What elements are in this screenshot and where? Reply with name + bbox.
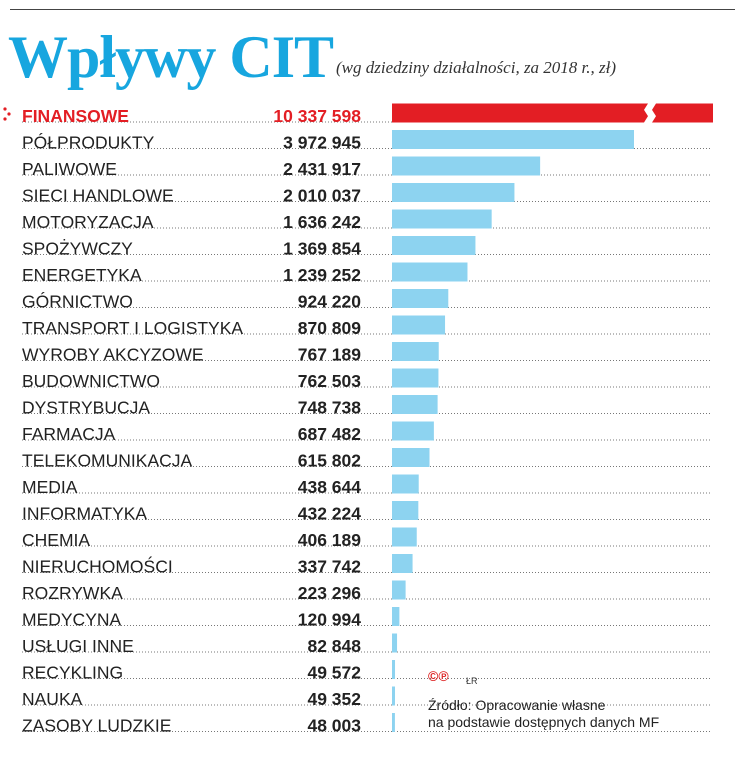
value-label: 49 352 bbox=[307, 689, 361, 709]
bar bbox=[392, 315, 446, 335]
category-label: MEDIA bbox=[22, 477, 78, 497]
bar bbox=[392, 580, 406, 600]
value-label: 767 189 bbox=[298, 345, 362, 365]
category-label: USŁUGI INNE bbox=[22, 636, 134, 656]
value-label: 337 742 bbox=[298, 557, 362, 577]
category-label: ROZRYWKA bbox=[22, 583, 123, 603]
bar bbox=[392, 501, 419, 520]
category-label: WYROBY AKCYZOWE bbox=[22, 345, 204, 365]
bar bbox=[392, 527, 417, 547]
value-label: 49 572 bbox=[307, 663, 361, 683]
bar bbox=[392, 421, 434, 441]
value-label: 2 431 917 bbox=[283, 159, 361, 179]
category-label: TRANSPORT I LOGISTYKA bbox=[22, 318, 243, 338]
bar bbox=[392, 686, 396, 706]
category-label: MEDYCYNA bbox=[22, 610, 122, 630]
bar bbox=[392, 368, 439, 388]
bar bbox=[392, 183, 515, 202]
source-line-1: Źródło: Opracowanie własne bbox=[428, 697, 606, 713]
highlight-marker-dot bbox=[3, 117, 7, 121]
value-label: 748 738 bbox=[298, 398, 362, 418]
category-label: RECYKLING bbox=[22, 663, 123, 683]
bar bbox=[392, 474, 419, 494]
category-label: DYSTRYBUCJA bbox=[22, 398, 150, 418]
category-label: ZASOBY LUDZKIE bbox=[22, 716, 171, 736]
category-label: TELEKOMUNIKACJA bbox=[22, 451, 192, 471]
bar bbox=[392, 103, 713, 123]
value-label: 1 636 242 bbox=[283, 212, 361, 232]
value-label: 48 003 bbox=[307, 716, 361, 736]
category-label: BUDOWNICTWO bbox=[22, 371, 160, 391]
bar bbox=[392, 395, 438, 414]
category-label: NAUKA bbox=[22, 689, 83, 709]
chart-subtitle: (wg dziedziny działalności, za 2018 r., … bbox=[336, 58, 617, 77]
bar bbox=[392, 156, 541, 176]
value-label: 82 848 bbox=[307, 636, 361, 656]
highlight-marker-dot bbox=[3, 107, 7, 111]
category-label: CHEMIA bbox=[22, 530, 90, 550]
bar bbox=[392, 289, 449, 308]
highlight-marker-dot bbox=[7, 112, 11, 116]
category-label: FARMACJA bbox=[22, 424, 116, 444]
value-label: 2 010 037 bbox=[283, 186, 361, 206]
copyright-mark: ©℗ bbox=[428, 668, 449, 684]
category-label: MOTORYZACJA bbox=[22, 212, 154, 232]
bar bbox=[392, 554, 413, 573]
value-label: 223 296 bbox=[298, 583, 362, 603]
source-line-2: na podstawie dostępnych danych MF bbox=[428, 714, 660, 730]
value-label: 3 972 945 bbox=[283, 133, 361, 153]
bar bbox=[392, 130, 634, 149]
category-label: GÓRNICTWO bbox=[22, 291, 133, 312]
bar bbox=[392, 633, 398, 653]
value-label: 406 189 bbox=[298, 530, 362, 550]
value-label: 1 239 252 bbox=[283, 265, 361, 285]
bar bbox=[392, 209, 492, 229]
bar bbox=[392, 262, 468, 282]
bar bbox=[392, 342, 439, 361]
bar bbox=[392, 236, 476, 255]
category-label: PÓŁPRODUKTY bbox=[22, 132, 155, 153]
bar bbox=[392, 448, 430, 467]
source-note: Źródło: Opracowanie własne na podstawie … bbox=[428, 697, 659, 731]
category-label: FINANSOWE bbox=[22, 106, 129, 126]
value-label: 1 369 854 bbox=[283, 239, 361, 259]
value-label: 762 503 bbox=[298, 371, 362, 391]
chart-title: Wpływy CIT bbox=[8, 24, 334, 90]
category-label: PALIWOWE bbox=[22, 159, 117, 179]
axis-break bbox=[644, 103, 656, 123]
value-label: 10 337 598 bbox=[273, 106, 361, 126]
category-label: NIERUCHOMOŚCI bbox=[22, 556, 173, 577]
value-label: 120 994 bbox=[298, 610, 362, 630]
value-label: 438 644 bbox=[298, 477, 362, 497]
top-rule bbox=[10, 9, 735, 10]
category-label: INFORMATYKA bbox=[22, 504, 147, 524]
bar bbox=[392, 607, 400, 626]
category-label: SIECI HANDLOWE bbox=[22, 186, 174, 206]
category-label: SPOŻYWCZY bbox=[22, 239, 133, 259]
value-label: 924 220 bbox=[298, 292, 362, 312]
value-label: 687 482 bbox=[298, 424, 362, 444]
value-label: 870 809 bbox=[298, 318, 362, 338]
value-label: 432 224 bbox=[298, 504, 362, 524]
credit-author: ŁR bbox=[466, 676, 478, 686]
value-label: 615 802 bbox=[298, 451, 362, 471]
category-label: ENERGETYKA bbox=[22, 265, 142, 285]
bar bbox=[392, 713, 395, 732]
bar bbox=[392, 660, 396, 679]
